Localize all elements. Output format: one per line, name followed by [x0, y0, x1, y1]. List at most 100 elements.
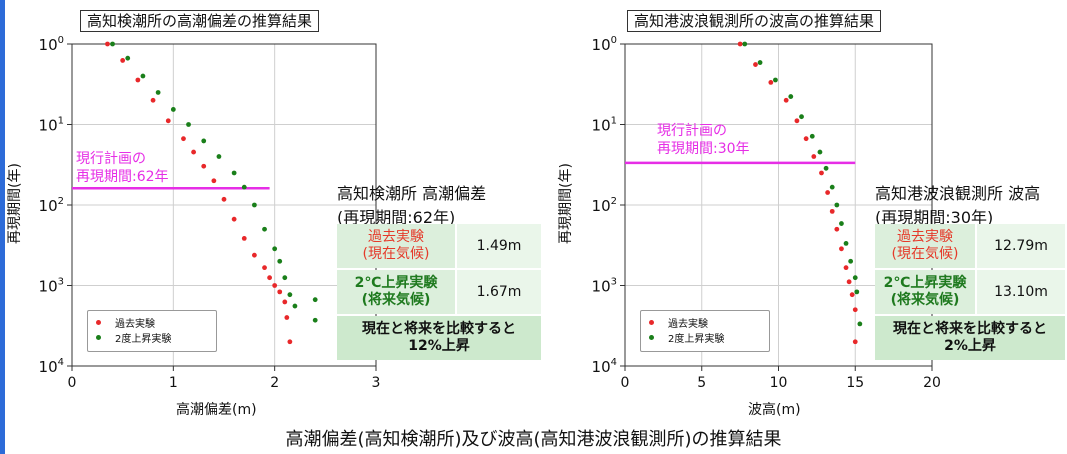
data-point-past	[811, 154, 817, 159]
x-tick-label: 3	[372, 375, 381, 391]
data-point-future	[839, 221, 844, 226]
data-point-past	[284, 315, 290, 320]
data-point-future	[155, 90, 161, 95]
y-axis-label-right: 再現期間(年)	[558, 163, 574, 244]
legend-item-past: 過去実験	[649, 315, 761, 330]
data-point-past	[277, 289, 283, 295]
plot-frame	[624, 43, 933, 367]
y-tick-label: 102	[39, 196, 64, 215]
data-point-past	[794, 118, 800, 124]
data-point-future	[788, 94, 794, 99]
x-tick-label: 0	[621, 375, 630, 391]
data-point-past	[252, 252, 257, 258]
legend-marker-past	[649, 320, 654, 325]
data-point-past	[201, 163, 207, 169]
table-summary: 現在と将来を比較すると 12%上昇	[337, 316, 541, 360]
data-point-past	[829, 208, 835, 214]
data-point-future	[277, 258, 283, 264]
data-point-past	[282, 299, 288, 305]
table-header: 高知港波浪観測所 波高 (再現期間:30年)	[875, 184, 1041, 227]
data-point-past	[287, 339, 293, 345]
data-point-past	[849, 292, 855, 298]
data-point-future	[854, 289, 860, 295]
chart-title-right: 高知港波浪観測所の波高の推算結果	[627, 10, 882, 32]
x-tick-label: 10	[770, 375, 788, 391]
legend-marker-future	[649, 335, 654, 340]
legend-item-future: 2度上昇実験	[649, 330, 761, 345]
data-point-past	[221, 196, 227, 202]
x-axis-label-left: 高潮偏差(m)	[176, 402, 257, 418]
data-point-future	[170, 107, 176, 112]
data-point-future	[252, 202, 257, 208]
data-point-past	[753, 62, 758, 67]
data-point-future	[186, 122, 191, 127]
y-axis-label-left: 再現期間(年)	[7, 163, 23, 244]
data-point-future	[282, 275, 288, 281]
data-point-past	[262, 265, 267, 271]
y-tick-label: 102	[592, 196, 617, 215]
data-point-past	[852, 339, 858, 345]
data-point-future	[262, 226, 267, 232]
legend-item-past: 過去実験	[96, 315, 208, 330]
data-point-past	[211, 178, 217, 184]
data-point-past	[839, 246, 844, 252]
data-point-past	[231, 216, 237, 222]
data-point-future	[287, 292, 293, 298]
data-point-future	[312, 317, 318, 323]
y-tick-label: 103	[592, 277, 617, 296]
table-label-past: 過去実験 (現在気候)	[875, 224, 975, 268]
x-tick-label: 20	[923, 375, 941, 391]
table-value-future: 13.10m	[977, 270, 1065, 314]
data-point-future	[799, 114, 804, 120]
data-point-future	[857, 321, 863, 327]
y-tick-label: 101	[592, 116, 617, 135]
y-tick-label: 104	[39, 357, 64, 376]
legend-right: 過去実験 2度上昇実験	[640, 310, 770, 352]
data-point-past	[241, 236, 247, 241]
table-value-past: 12.79m	[977, 224, 1065, 268]
y-tick-label: 103	[39, 277, 64, 296]
y-tick-label: 104	[592, 357, 617, 376]
x-tick-label: 2	[270, 375, 279, 391]
data-point-future	[829, 184, 835, 190]
table-header: 高知検潮所 高潮偏差 (再現期間:62年)	[337, 184, 487, 227]
data-point-past	[803, 136, 809, 142]
y-tick-label: 101	[39, 116, 64, 135]
data-point-past	[105, 41, 110, 47]
data-point-future	[757, 60, 763, 65]
legend-item-future: 2度上昇実験	[96, 330, 208, 345]
data-point-past	[135, 77, 141, 83]
legend-marker-past	[96, 320, 101, 325]
table-value-past: 1.49m	[457, 224, 541, 268]
data-point-past	[737, 41, 743, 47]
y-tick-label: 100	[39, 35, 64, 54]
figure-caption: 高潮偏差(高知検潮所)及び波高(高知港波浪観測所)の推算結果	[285, 429, 782, 450]
data-point-future	[817, 149, 823, 155]
x-axis-label-right: 波高(m)	[748, 402, 801, 418]
chart-title-left: 高知検潮所の高潮偏差の推算結果	[80, 10, 320, 32]
left-accent-bar	[0, 0, 5, 454]
x-tick-label: 1	[169, 375, 178, 391]
data-point-future	[272, 246, 278, 252]
legend-marker-future	[96, 335, 101, 340]
plan-label-left: 現行計画の 再現期間:62年	[76, 151, 169, 185]
data-point-future	[140, 73, 146, 79]
data-point-past	[191, 149, 197, 155]
data-point-past	[768, 80, 774, 85]
x-tick-label: 5	[697, 375, 706, 391]
data-point-future	[241, 184, 247, 190]
data-point-future	[292, 303, 298, 309]
data-point-future	[852, 275, 858, 281]
data-point-future	[312, 297, 318, 303]
data-point-future	[848, 258, 854, 264]
data-point-future	[231, 170, 237, 176]
data-point-past	[120, 58, 126, 63]
data-point-future	[742, 41, 748, 47]
data-point-future	[125, 55, 131, 61]
table-value-future: 1.67m	[457, 270, 541, 314]
data-point-future	[809, 133, 815, 139]
x-tick-label: 15	[846, 375, 864, 391]
data-point-past	[825, 190, 831, 195]
y-tick-label: 100	[592, 35, 617, 54]
data-point-future	[110, 41, 115, 47]
